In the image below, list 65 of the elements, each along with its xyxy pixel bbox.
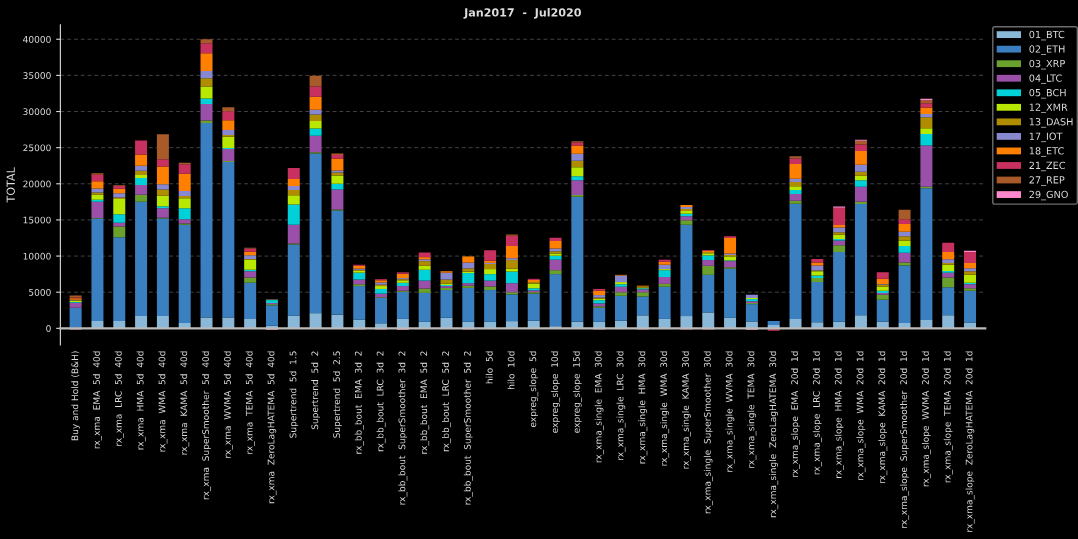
chart-title: Jan2017 - Jul2020 [463, 8, 581, 19]
x-tick-label: rx_xma WVMA 5d 40d [223, 351, 233, 458]
y-tick-label: 40000 [23, 35, 51, 43]
legend-label: 21_ZEC [1029, 161, 1066, 172]
x-tick-label: rx_xma_single EMA 30d [594, 351, 604, 463]
x-tick-label: expreg_slope 10d [551, 351, 561, 433]
x-tick-label: rx_xma_single KAMA 30d [681, 351, 691, 469]
x-tick-label: rx_xma_single WVMA 30d [725, 351, 735, 472]
legend-label: 27_REP [1029, 176, 1065, 186]
y-tick-label: 0 [46, 325, 51, 332]
x-tick-label: rx_xma ZeroLagHATEMA 5d 40d [267, 351, 277, 504]
x-tick-label: rx_xma SuperSmoother 5d 40d [202, 351, 212, 500]
y-tick-label: 10000 [23, 252, 51, 260]
x-tick-label: hilo 10d [507, 351, 515, 389]
x-tick-label: rx_xma TEMA 5d 40d [245, 351, 255, 454]
x-tick-label: rx_xma_slope TEMA 20d 1d [943, 351, 953, 483]
x-tick-label: rx_xma_slope LRC 20d 1d [812, 351, 822, 475]
y-tick-label: 15000 [23, 216, 51, 224]
x-tick-label: rx_xma_single ZeroLagHATEMA 30d [769, 351, 779, 518]
x-tick-label: rx_xma HMA 5d 40d [136, 351, 146, 450]
x-tick-label: rx_xma_slope ZeroLagHATEMA 20d 1d [965, 351, 975, 532]
x-tick-label: rx_xma EMA 5d 40d [92, 351, 102, 449]
x-tick-label: expreg_slope 5d [529, 351, 539, 428]
y-tick-label: 20000 [23, 180, 51, 188]
x-tick-label: rx_xma LRC 5d 40d [114, 351, 124, 446]
x-tick-label: rx_xma_single WMA 30d [660, 351, 670, 466]
x-tick-label: rx_bb_bout LRC 5d 2 [441, 351, 451, 452]
legend-label: 04_LTC [1029, 74, 1062, 84]
x-tick-label: rx_xma_single LRC 30d [616, 351, 626, 460]
legend-label: 13_DASH [1029, 118, 1073, 128]
legend-label: 17_IOT [1029, 132, 1063, 143]
legend-label: 12_XMR [1029, 103, 1068, 114]
x-tick-label: rx_xma_slope EMA 20d 1d [791, 351, 800, 477]
x-tick-label: rx_xma_slope KAMA 20d 1d [878, 351, 888, 484]
x-tick-label: rx_xma_slope SuperSmoother 20d 1d [900, 351, 910, 528]
y-axis-title: TOTAL [6, 167, 15, 203]
legend-label: 01_BTC [1029, 30, 1065, 41]
x-tick-label: Supertrend 5d 2.5 [333, 351, 342, 438]
y-tick-label: 30000 [23, 108, 51, 116]
legend-label: 03_XRP [1029, 59, 1065, 70]
x-tick-label: rx_bb_bout EMA 3d 2 [354, 351, 364, 454]
x-tick-label: Buy and Hold (B&H) [71, 351, 81, 441]
legend-label: 05_BCH [1029, 88, 1066, 99]
x-tick-label: rx_xma_single HMA 30d [638, 351, 648, 464]
x-tick-label: Supertrend 5d 1.5 [289, 351, 299, 438]
x-tick-label: rx_xma_single SuperSmoother 30d [703, 351, 713, 514]
legend-label: 02_ETH [1029, 45, 1065, 55]
x-tick-label: expreg_slope 15d [572, 351, 582, 433]
x-tick-label: rx_bb_bout SuperSmoother 5d 2 [463, 351, 473, 505]
x-tick-label: rx_bb_bout EMA 5d 2 [420, 351, 430, 454]
y-tick-label: 35000 [23, 72, 51, 79]
x-tick-label: rx_bb_bout LRC 3d 2 [376, 351, 386, 452]
x-tick-label: rx_xma KAMA 5d 40d [180, 351, 190, 455]
x-tick-label: rx_bb_bout SuperSmoother 3d 2 [398, 351, 408, 505]
x-tick-label: rx_xma_slope HMA 20d 1d [834, 351, 844, 478]
y-tick-label: 25000 [23, 144, 51, 152]
x-tick-label: rx_xma_slope WMA 20d 1d [856, 351, 866, 481]
legend-label: 18_ETC [1029, 147, 1064, 157]
x-tick-label: rx_xma_slope WVMA 20d 1d [921, 351, 931, 487]
x-tick-label: hilo 5d [485, 351, 493, 384]
y-tick-label: 5000 [29, 288, 51, 296]
legend-label: 29_GNO [1029, 190, 1068, 201]
x-tick-label: rx_xma WMA 5d 40d [158, 351, 168, 452]
x-tick-label: rx_xma_single TEMA 30d [747, 351, 757, 468]
x-tick-label: Supertrend 5d 2 [311, 351, 320, 430]
